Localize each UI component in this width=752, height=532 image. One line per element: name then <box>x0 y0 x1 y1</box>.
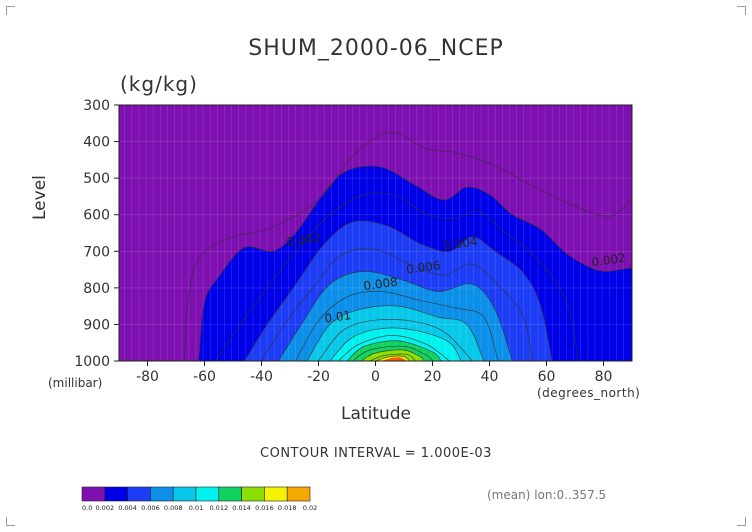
y-tick-label: 900 <box>83 317 110 333</box>
contour-line-0.008 <box>306 305 485 361</box>
crop-mark-bottom-right <box>737 517 746 526</box>
colorbar-label: 0.02 <box>303 504 317 512</box>
units-label: (kg/kg) <box>120 72 198 96</box>
contour-label: 0.002 <box>591 251 627 270</box>
x-tick-label: -40 <box>250 369 273 385</box>
colorbar-label: 0.014 <box>232 504 251 512</box>
colorbar-label: 0.012 <box>209 504 228 512</box>
x-tick-label: 40 <box>481 369 499 385</box>
contour-line-0.004 <box>244 220 553 361</box>
colorbar-swatch <box>81 486 106 502</box>
colorbar-label: 0.008 <box>164 504 183 512</box>
y-tick-label: 700 <box>83 244 110 260</box>
colorbar-label: 0.0 <box>82 504 92 512</box>
x-tick-label: -80 <box>136 369 159 385</box>
colorbar-label: 0.004 <box>118 504 137 512</box>
chart-title: SHUM_2000-06_NCEP <box>248 36 504 61</box>
colorbar-swatch <box>286 486 311 502</box>
crop-mark-bottom-left <box>6 517 15 526</box>
contour-line-0.011 <box>338 335 450 361</box>
contour-line-0.01 <box>329 327 462 361</box>
x-tick-label: 60 <box>538 369 556 385</box>
contour-line-0.001 <box>184 132 632 361</box>
fill-band-max <box>381 357 407 361</box>
colorbar-swatch <box>195 486 220 502</box>
crop-mark-top-right <box>737 6 746 15</box>
y-tick-label: 1000 <box>74 354 110 370</box>
crop-mark-top-left <box>6 6 15 15</box>
colorbar-label: 0.016 <box>255 504 274 512</box>
y-axis-unit: (millibar) <box>48 376 103 390</box>
colorbar-swatch <box>241 486 265 502</box>
colorbar-swatch <box>104 486 128 502</box>
y-tick-label: 800 <box>83 281 110 297</box>
colorbar-label: 0.01 <box>189 504 203 512</box>
contour-line-0.014 <box>361 349 425 361</box>
colorbar-swatch <box>150 486 174 502</box>
contour-line-0.006 <box>278 271 513 361</box>
contour-label: 0.004 <box>442 234 478 253</box>
x-tick-label: -60 <box>193 369 216 385</box>
x-axis-unit: (degrees_north) <box>537 386 641 400</box>
colorbar-swatch <box>127 486 151 502</box>
y-tick-label: 600 <box>83 208 110 224</box>
x-tick-label: 20 <box>424 369 442 385</box>
contour-line-0.012 <box>346 340 442 361</box>
colorbar-label: 0.006 <box>141 504 160 512</box>
contour-label: 0.008 <box>363 275 399 294</box>
colorbar-label: 0.018 <box>278 504 297 512</box>
colorbar-swatch <box>172 486 197 502</box>
contour-line-0.002 <box>198 165 632 361</box>
mean-longitude-note: (mean) lon:0..357.5 <box>487 488 607 502</box>
contour-line-0.007 <box>295 291 499 361</box>
contour-interval-note: CONTOUR INTERVAL = 1.000E-03 <box>260 446 492 461</box>
y-tick-label: 300 <box>83 98 110 114</box>
y-tick-label: 400 <box>83 135 110 151</box>
colorbar-swatch <box>264 486 288 502</box>
x-tick-label: 80 <box>595 369 613 385</box>
contour-line-0.016 <box>375 355 410 361</box>
x-tick-label: 0 <box>371 369 380 385</box>
contour-label: 0.006 <box>405 258 441 277</box>
contour-line-0.003 <box>215 192 579 361</box>
contour-line-0.015 <box>369 353 416 361</box>
contour-line-0.009 <box>318 319 473 361</box>
y-tick-label: 500 <box>83 171 110 187</box>
fill-band-7 <box>361 349 424 361</box>
colorbar-swatch <box>218 486 242 502</box>
x-tick-label: -20 <box>307 369 330 385</box>
contour-label: 0.002 <box>286 231 322 250</box>
contour-line-0.005 <box>261 248 533 361</box>
contour-line-0.013 <box>352 345 433 361</box>
colorbar-label: 0.002 <box>95 504 114 512</box>
contour-label: 0.01 <box>324 308 352 326</box>
x-axis-title: Latitude <box>341 404 411 424</box>
